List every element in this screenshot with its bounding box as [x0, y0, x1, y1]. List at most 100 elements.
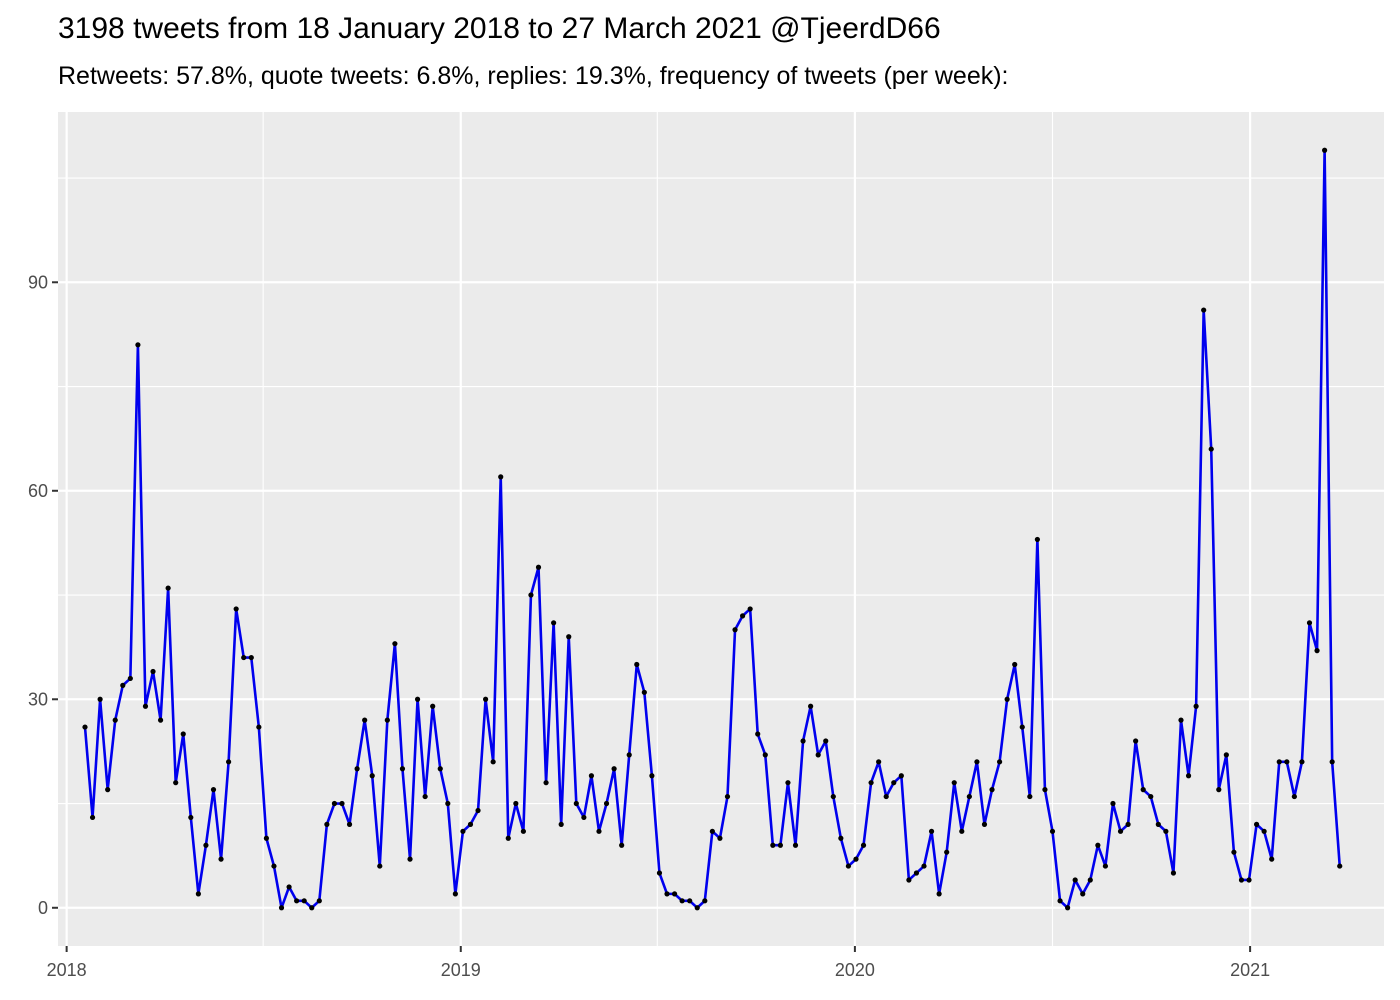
data-point — [218, 856, 224, 862]
y-tick-label: 0 — [38, 898, 48, 918]
plot-panel — [58, 112, 1384, 946]
data-point — [286, 884, 292, 890]
data-point — [460, 828, 466, 834]
x-tick-labels: 2018 2019 2020 2021 — [47, 960, 1271, 980]
data-point — [1034, 536, 1040, 543]
data-point — [1329, 759, 1335, 765]
data-point — [1170, 870, 1177, 876]
data-point — [709, 828, 715, 834]
data-point — [414, 696, 421, 702]
data-point — [1102, 863, 1109, 869]
data-point — [309, 905, 315, 911]
data-point — [384, 717, 390, 723]
x-tick-label: 2018 — [47, 960, 87, 980]
y-tick-label: 30 — [28, 689, 48, 709]
data-point — [1042, 787, 1048, 793]
y-tick-label: 60 — [28, 481, 48, 501]
data-point — [346, 821, 353, 827]
data-point — [150, 668, 156, 675]
data-point — [294, 898, 300, 904]
data-point — [634, 661, 640, 668]
data-point — [1012, 661, 1018, 668]
data-point — [755, 731, 761, 737]
data-point — [860, 842, 867, 848]
data-point — [210, 787, 217, 793]
data-point — [127, 675, 133, 682]
data-point — [483, 696, 489, 702]
data-point — [1193, 703, 1199, 709]
data-point — [1110, 800, 1116, 807]
data-point — [1306, 620, 1313, 626]
data-point — [278, 905, 285, 911]
data-point — [1223, 752, 1229, 758]
data-point — [1299, 759, 1305, 765]
data-point — [437, 766, 443, 772]
data-point — [717, 835, 723, 841]
data-point — [1337, 863, 1343, 869]
data-point — [1238, 877, 1245, 883]
data-point — [362, 717, 368, 723]
data-point — [626, 752, 632, 758]
data-point — [490, 759, 496, 765]
data-point — [377, 863, 383, 869]
data-point — [959, 828, 965, 834]
data-point — [1087, 877, 1093, 883]
data-point — [966, 793, 972, 800]
data-point — [354, 766, 360, 772]
data-point — [1080, 891, 1086, 897]
data-point — [97, 696, 103, 702]
data-point — [823, 738, 829, 744]
data-point — [120, 682, 126, 688]
data-point — [445, 800, 451, 807]
data-point — [739, 613, 746, 619]
x-tick-label: 2019 — [441, 960, 481, 980]
data-point — [603, 800, 610, 807]
data-point — [1208, 446, 1214, 452]
data-point — [656, 870, 663, 876]
data-point — [619, 842, 625, 848]
data-point — [830, 793, 836, 800]
data-point — [331, 800, 338, 807]
data-point — [467, 821, 474, 827]
data-point — [596, 828, 602, 834]
data-point — [112, 717, 118, 723]
data-point — [452, 891, 458, 897]
x-tick-label: 2020 — [835, 960, 875, 980]
data-point — [535, 564, 542, 570]
data-point — [1231, 849, 1237, 855]
data-point — [1117, 828, 1124, 834]
data-point — [1216, 787, 1222, 793]
data-point — [694, 905, 700, 911]
major-grid — [58, 112, 1384, 946]
data-point — [1148, 793, 1154, 800]
data-point — [1185, 773, 1192, 779]
data-point — [724, 793, 731, 800]
data-point — [853, 856, 859, 862]
data-point — [498, 474, 504, 480]
data-point — [157, 717, 164, 723]
data-point — [180, 731, 186, 737]
data-point — [543, 780, 549, 786]
data-point — [800, 738, 806, 744]
data-point — [1065, 905, 1071, 911]
data-point — [324, 821, 330, 827]
x-tick-label: 2021 — [1230, 960, 1270, 980]
data-point — [792, 842, 799, 848]
data-point — [1072, 877, 1078, 883]
data-point — [256, 724, 262, 730]
data-point — [142, 703, 149, 709]
data-point — [195, 891, 201, 897]
data-point — [1269, 856, 1275, 862]
data-point — [558, 821, 564, 827]
data-point — [566, 634, 572, 640]
data-point — [1261, 828, 1267, 834]
data-point — [581, 814, 587, 821]
data-point — [898, 773, 904, 779]
axis-ticks — [52, 281, 1252, 952]
data-point — [1246, 877, 1252, 883]
data-point — [936, 891, 942, 897]
data-point — [135, 342, 141, 348]
data-point — [921, 863, 927, 869]
data-point — [777, 842, 783, 848]
data-point — [1140, 787, 1146, 793]
